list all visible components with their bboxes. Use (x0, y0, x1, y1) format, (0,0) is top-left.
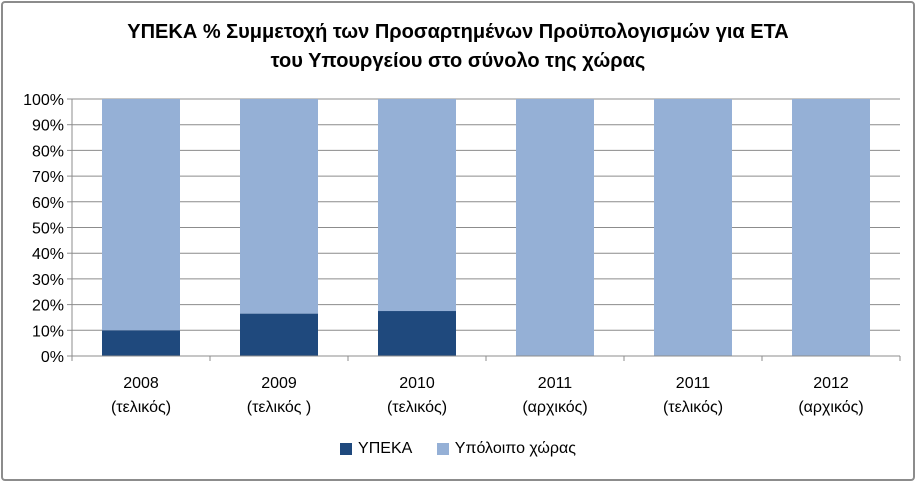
x-tick-label: (τελικός) (111, 399, 171, 416)
bar-ypeka-1 (240, 313, 318, 356)
chart-title-line-2: του Υπουργείου στο σύνολο της χώρας (270, 50, 646, 72)
y-tick-label: 0% (41, 349, 64, 366)
y-tick-label: 40% (32, 246, 64, 263)
bar-rest-1 (240, 99, 318, 314)
x-tick-label: 2009 (261, 375, 297, 392)
chart-legend: ΥΠΕΚΑ Υπόλοιπο χώρας (0, 440, 916, 460)
bar-rest-4 (654, 99, 732, 356)
x-tick-label: (τελικός) (387, 399, 447, 416)
chart-title: ΥΠΕΚΑ % Συμμετοχή των Προσαρτημένων Προϋ… (0, 18, 916, 76)
bar-rest-2 (378, 99, 456, 312)
x-tick-label: (αρχικός) (522, 399, 587, 416)
legend-label-ypeka: ΥΠΕΚΑ (358, 440, 413, 457)
y-tick-label: 80% (32, 143, 64, 160)
y-tick-label: 70% (32, 169, 64, 186)
x-tick-label: 2011 (538, 375, 573, 392)
y-tick-label: 60% (32, 195, 64, 212)
legend-item-ypeka: ΥΠΕΚΑ (340, 440, 412, 458)
chart-title-line-1: ΥΠΕΚΑ % Συμμετοχή των Προσαρτημένων Προϋ… (127, 21, 789, 43)
y-tick-label: 20% (32, 298, 64, 315)
x-tick-label: 2012 (813, 375, 849, 392)
bar-rest-3 (516, 99, 594, 356)
y-tick-label: 50% (32, 221, 64, 238)
bar-ypeka-2 (378, 311, 456, 356)
legend-swatch-rest (436, 443, 449, 455)
legend-swatch-ypeka (340, 443, 353, 455)
x-tick-label: 2011 (676, 375, 711, 392)
x-tick-label: 2010 (399, 375, 435, 392)
x-tick-label: 2008 (123, 375, 159, 392)
x-tick-label: (τελικός ) (247, 399, 312, 416)
x-tick-label: (αρχικός) (798, 399, 863, 416)
y-tick-label: 90% (32, 118, 64, 135)
bar-rest-0 (102, 99, 180, 331)
legend-label-rest: Υπόλοιπο χώρας (454, 440, 576, 457)
y-tick-label: 30% (32, 272, 64, 289)
legend-item-rest: Υπόλοιπο χώρας (436, 440, 576, 458)
y-tick-label: 100% (23, 92, 64, 109)
x-tick-label: (τελικός) (663, 399, 723, 416)
y-tick-label: 10% (32, 323, 64, 340)
bar-ypeka-0 (102, 330, 180, 356)
bar-rest-5 (792, 99, 870, 356)
